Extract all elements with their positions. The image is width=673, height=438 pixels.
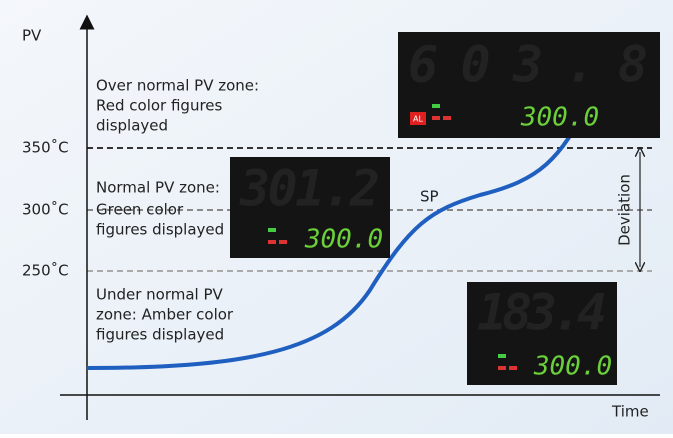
indicator [268,228,276,232]
alarm-text: AL [413,115,423,124]
zone-text: figures displayed [96,326,224,344]
zone-text: zone: Amber color [96,306,234,324]
zone-text: figures displayed [96,221,224,239]
indicator [498,354,506,358]
display-sp: 300.0 [304,225,383,255]
indicator [509,366,517,370]
display-pv: 301.2 [239,160,380,218]
indicator [268,240,276,244]
zone-text: Under normal PV [96,286,224,304]
display-green: 301.2 300.0 [230,157,390,258]
display-amber: 183.4 300.0 [467,282,617,385]
x-axis-label: Time [611,403,649,421]
deviation-label: Deviation [616,174,634,246]
zone-text: displayed [96,117,168,135]
level-label: 300˚C [22,201,69,219]
indicator [432,104,440,108]
level-label: 250˚C [22,262,69,280]
indicator [279,240,287,244]
indicator [498,366,506,370]
display-sp: 300.0 [520,103,599,133]
diagram: PV Time 350˚C 300˚C 250˚C SP Deviation O… [0,0,673,434]
display-sp: 300.0 [533,352,612,382]
display-red: 603.8 AL 300.0 [398,32,660,138]
sp-label: SP [420,188,439,206]
zone-text: Green color [96,201,184,219]
display-pv: 183.4 [477,284,607,342]
y-axis-label: PV [22,27,42,45]
zone-text: Over normal PV zone: [96,77,259,95]
indicator [443,116,451,120]
indicator [432,116,440,120]
zone-text: Red color figures [96,97,223,115]
zone-text: Normal PV zone: [96,179,220,197]
level-label: 350˚C [22,139,69,157]
